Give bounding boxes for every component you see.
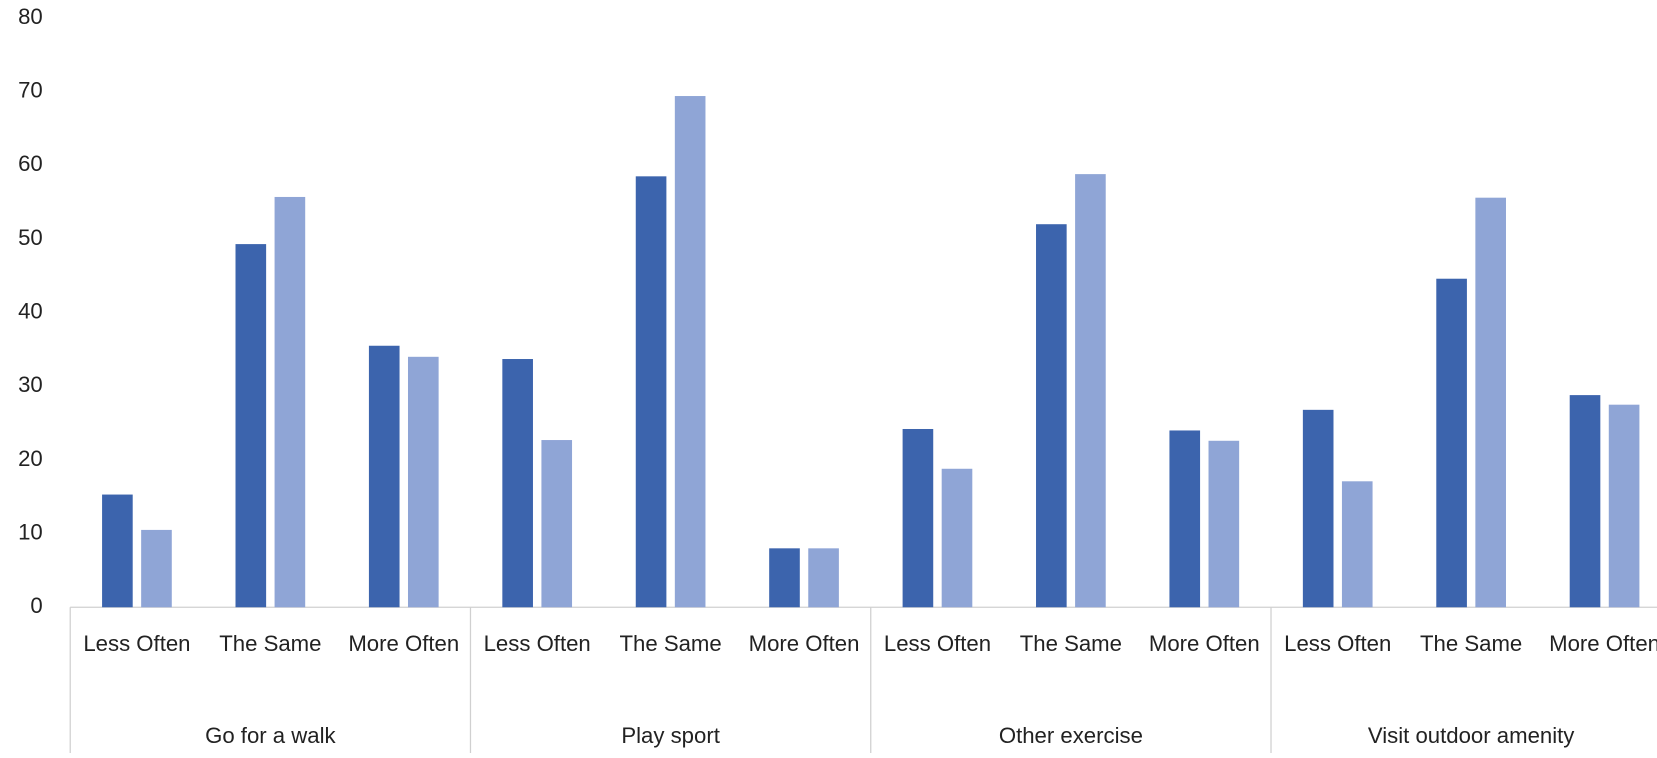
- bar: [274, 196, 306, 608]
- bar: [235, 244, 267, 608]
- y-tick-label: 10: [18, 519, 43, 544]
- x-tick-label: The Same: [1420, 631, 1522, 656]
- bar: [368, 345, 400, 608]
- y-tick-label: 80: [18, 4, 43, 29]
- x-tick-label: More Often: [749, 631, 860, 656]
- x-tick-label: More Often: [348, 631, 459, 656]
- group-label: Go for a walk: [205, 723, 336, 748]
- bar: [769, 548, 800, 608]
- bar: [1036, 224, 1067, 608]
- x-tick-label: The Same: [219, 631, 321, 656]
- x-tick-label: Less Often: [1284, 631, 1391, 656]
- x-tick-label: Less Often: [884, 631, 991, 656]
- bar: [1608, 404, 1640, 608]
- bar: [541, 440, 573, 608]
- y-tick-label: 20: [18, 446, 43, 471]
- y-tick-label: 40: [18, 298, 43, 323]
- y-tick-label: 30: [18, 372, 43, 397]
- bar: [635, 176, 667, 608]
- x-tick-label: More Often: [1549, 631, 1657, 656]
- bar: [502, 359, 533, 608]
- group-label: Play sport: [621, 723, 720, 748]
- x-tick-label: Less Often: [83, 631, 190, 656]
- group-label: Other exercise: [999, 723, 1143, 748]
- bar: [1569, 395, 1601, 608]
- bar: [808, 548, 839, 608]
- bar: [941, 468, 973, 608]
- bar: [1436, 278, 1467, 608]
- bar: [141, 529, 172, 608]
- y-tick-label: 50: [18, 225, 43, 250]
- bar: [1302, 409, 1334, 608]
- y-tick-label: 60: [18, 151, 43, 176]
- x-tick-label: More Often: [1149, 631, 1260, 656]
- y-tick-label: 70: [18, 77, 43, 102]
- x-tick-label: Less Often: [484, 631, 591, 656]
- bar: [1341, 481, 1373, 608]
- y-tick-label: 0: [30, 593, 42, 618]
- group-label: Visit outdoor amenity: [1368, 723, 1575, 748]
- bar: [102, 494, 133, 608]
- bar: [1208, 440, 1240, 608]
- bar: [674, 96, 706, 608]
- bar: [902, 428, 934, 608]
- bar: [407, 356, 439, 608]
- bar: [1475, 197, 1506, 608]
- bar: [1075, 174, 1106, 608]
- x-tick-label: The Same: [620, 631, 722, 656]
- x-tick-label: The Same: [1020, 631, 1122, 656]
- bar: [1169, 430, 1201, 608]
